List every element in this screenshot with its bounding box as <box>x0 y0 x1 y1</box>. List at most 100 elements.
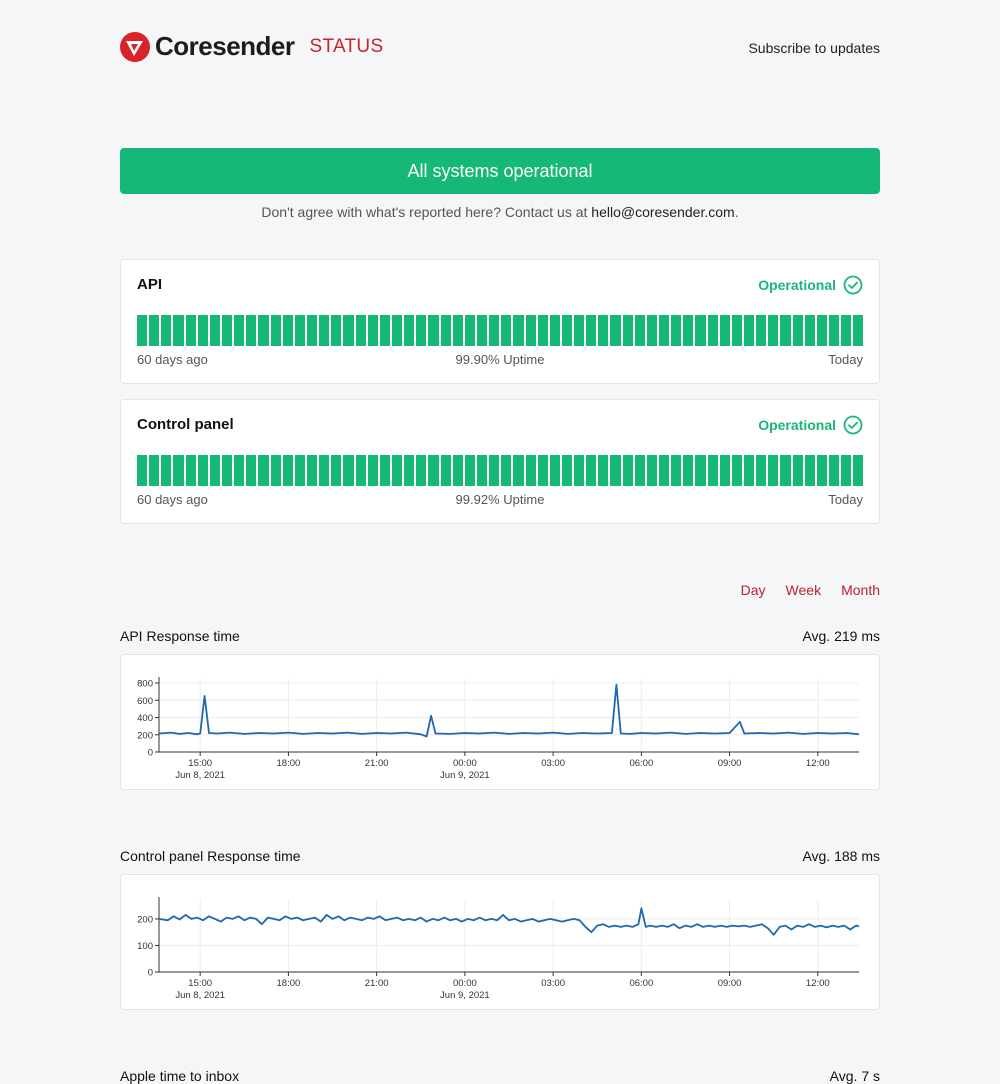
uptime-day-bar[interactable] <box>137 455 148 486</box>
uptime-day-bar[interactable] <box>319 315 330 346</box>
uptime-day-bar[interactable] <box>258 455 269 486</box>
uptime-day-bar[interactable] <box>379 315 390 346</box>
uptime-day-bar[interactable] <box>829 315 840 346</box>
uptime-day-bar[interactable] <box>707 315 718 346</box>
uptime-day-bar[interactable] <box>780 315 791 346</box>
uptime-day-bar[interactable] <box>561 315 573 346</box>
uptime-day-bar[interactable] <box>707 455 718 486</box>
subscribe-link[interactable]: Subscribe to updates <box>748 40 880 56</box>
uptime-day-bar[interactable] <box>659 455 670 486</box>
uptime-day-bar[interactable] <box>173 315 184 346</box>
contact-email-link[interactable]: hello@coresender.com <box>591 204 735 220</box>
uptime-day-bar[interactable] <box>319 455 330 486</box>
uptime-day-bar[interactable] <box>464 315 475 346</box>
uptime-day-bar[interactable] <box>695 315 706 346</box>
uptime-day-bar[interactable] <box>646 315 658 346</box>
uptime-day-bar[interactable] <box>161 455 172 486</box>
uptime-day-bar[interactable] <box>391 315 403 346</box>
uptime-day-bar[interactable] <box>197 455 208 486</box>
uptime-day-bar[interactable] <box>416 315 427 346</box>
uptime-day-bar[interactable] <box>306 315 318 346</box>
uptime-day-bar[interactable] <box>221 455 233 486</box>
uptime-day-bar[interactable] <box>149 455 160 486</box>
uptime-day-bar[interactable] <box>695 455 706 486</box>
uptime-day-bar[interactable] <box>489 455 500 486</box>
uptime-day-bar[interactable] <box>756 455 767 486</box>
uptime-day-bar[interactable] <box>731 455 743 486</box>
uptime-day-bar[interactable] <box>282 315 293 346</box>
uptime-day-bar[interactable] <box>598 315 609 346</box>
uptime-day-bar[interactable] <box>768 455 779 486</box>
uptime-day-bar[interactable] <box>209 315 220 346</box>
uptime-day-bar[interactable] <box>379 455 390 486</box>
uptime-day-bar[interactable] <box>804 315 815 346</box>
uptime-day-bar[interactable] <box>792 455 803 486</box>
uptime-day-bar[interactable] <box>501 455 512 486</box>
uptime-day-bar[interactable] <box>525 455 536 486</box>
uptime-day-bar[interactable] <box>549 455 560 486</box>
uptime-day-bar[interactable] <box>258 315 269 346</box>
uptime-day-bar[interactable] <box>537 455 548 486</box>
uptime-day-bar[interactable] <box>744 315 755 346</box>
uptime-day-bar[interactable] <box>161 315 172 346</box>
uptime-day-bar[interactable] <box>343 315 354 346</box>
uptime-day-bar[interactable] <box>513 315 524 346</box>
uptime-day-bar[interactable] <box>537 315 548 346</box>
uptime-day-bar[interactable] <box>671 315 682 346</box>
uptime-day-bar[interactable] <box>792 315 803 346</box>
uptime-day-bar[interactable] <box>428 315 439 346</box>
uptime-day-bar[interactable] <box>634 315 645 346</box>
uptime-day-bar[interactable] <box>719 455 730 486</box>
uptime-day-bar[interactable] <box>367 315 378 346</box>
uptime-day-bar[interactable] <box>610 455 621 486</box>
uptime-day-bar[interactable] <box>622 455 633 486</box>
uptime-day-bar[interactable] <box>221 315 233 346</box>
uptime-day-bar[interactable] <box>610 315 621 346</box>
uptime-day-bar[interactable] <box>561 455 573 486</box>
uptime-day-bar[interactable] <box>428 455 439 486</box>
uptime-day-bar[interactable] <box>756 315 767 346</box>
uptime-day-bar[interactable] <box>816 315 828 346</box>
range-week-button[interactable]: Week <box>785 582 822 598</box>
uptime-day-bar[interactable] <box>343 455 354 486</box>
uptime-day-bar[interactable] <box>246 455 257 486</box>
uptime-day-bar[interactable] <box>622 315 633 346</box>
uptime-day-bar[interactable] <box>683 315 694 346</box>
uptime-day-bar[interactable] <box>501 315 512 346</box>
uptime-day-bar[interactable] <box>719 315 730 346</box>
uptime-day-bar[interactable] <box>294 315 305 346</box>
uptime-day-bar[interactable] <box>816 455 828 486</box>
uptime-day-bar[interactable] <box>331 455 342 486</box>
uptime-day-bar[interactable] <box>355 315 366 346</box>
uptime-day-bar[interactable] <box>525 315 536 346</box>
uptime-day-bar[interactable] <box>197 315 208 346</box>
uptime-day-bar[interactable] <box>452 315 463 346</box>
uptime-day-bar[interactable] <box>185 455 196 486</box>
uptime-day-bar[interactable] <box>574 315 585 346</box>
uptime-day-bar[interactable] <box>282 455 293 486</box>
uptime-day-bar[interactable] <box>489 315 500 346</box>
uptime-day-bar[interactable] <box>549 315 560 346</box>
uptime-day-bar[interactable] <box>294 455 305 486</box>
uptime-day-bar[interactable] <box>731 315 743 346</box>
uptime-day-bar[interactable] <box>440 315 451 346</box>
uptime-day-bar[interactable] <box>574 455 585 486</box>
uptime-day-bar[interactable] <box>404 315 415 346</box>
brand-logo[interactable]: Coresender STATUS <box>120 31 383 62</box>
uptime-day-bar[interactable] <box>841 315 852 346</box>
uptime-day-bar[interactable] <box>780 455 791 486</box>
uptime-day-bar[interactable] <box>404 455 415 486</box>
uptime-day-bar[interactable] <box>270 455 281 486</box>
uptime-day-bar[interactable] <box>841 455 852 486</box>
uptime-day-bar[interactable] <box>185 315 196 346</box>
uptime-day-bar[interactable] <box>829 455 840 486</box>
uptime-day-bar[interactable] <box>634 455 645 486</box>
uptime-day-bar[interactable] <box>513 455 524 486</box>
uptime-day-bar[interactable] <box>853 455 864 486</box>
uptime-day-bar[interactable] <box>246 315 257 346</box>
uptime-day-bar[interactable] <box>804 455 815 486</box>
range-month-button[interactable]: Month <box>841 582 880 598</box>
uptime-day-bar[interactable] <box>149 315 160 346</box>
uptime-day-bar[interactable] <box>586 315 597 346</box>
uptime-day-bar[interactable] <box>853 315 864 346</box>
